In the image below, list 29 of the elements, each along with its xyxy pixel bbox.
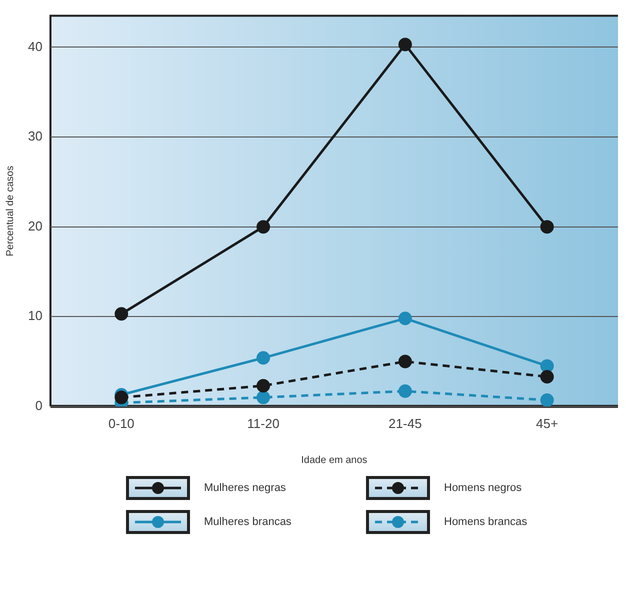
point (256, 379, 270, 392)
y-axis-title: Percentual de casos (4, 166, 16, 256)
legend-label: Mulheres brancas (204, 516, 292, 528)
y-tick-label: 30 (28, 128, 42, 144)
y-tick-label: 0 (35, 398, 42, 413)
point (540, 359, 554, 373)
y-tick-label: 20 (28, 218, 42, 234)
point (398, 354, 412, 368)
point (114, 307, 128, 321)
point (540, 220, 554, 234)
y-tick-label: 10 (28, 308, 42, 324)
point (256, 390, 270, 404)
point (398, 384, 412, 398)
point (256, 351, 270, 365)
point (398, 38, 412, 52)
x-axis-title: Idade em anos (301, 454, 368, 466)
legend-label: Mulheres negras (204, 482, 286, 494)
point (114, 390, 128, 404)
legend-label: Homens brancas (444, 516, 528, 528)
x-tick-label: 0-10 (108, 416, 134, 431)
point (540, 370, 554, 384)
x-tick-label: 11-20 (247, 416, 280, 431)
point (398, 312, 412, 326)
y-tick-label: 40 (28, 38, 42, 54)
x-tick-label: 45+ (536, 416, 558, 431)
x-tick-label: 21-45 (388, 416, 422, 431)
point (540, 393, 554, 406)
legend-label: Homens negros (444, 482, 522, 494)
point (256, 220, 270, 234)
